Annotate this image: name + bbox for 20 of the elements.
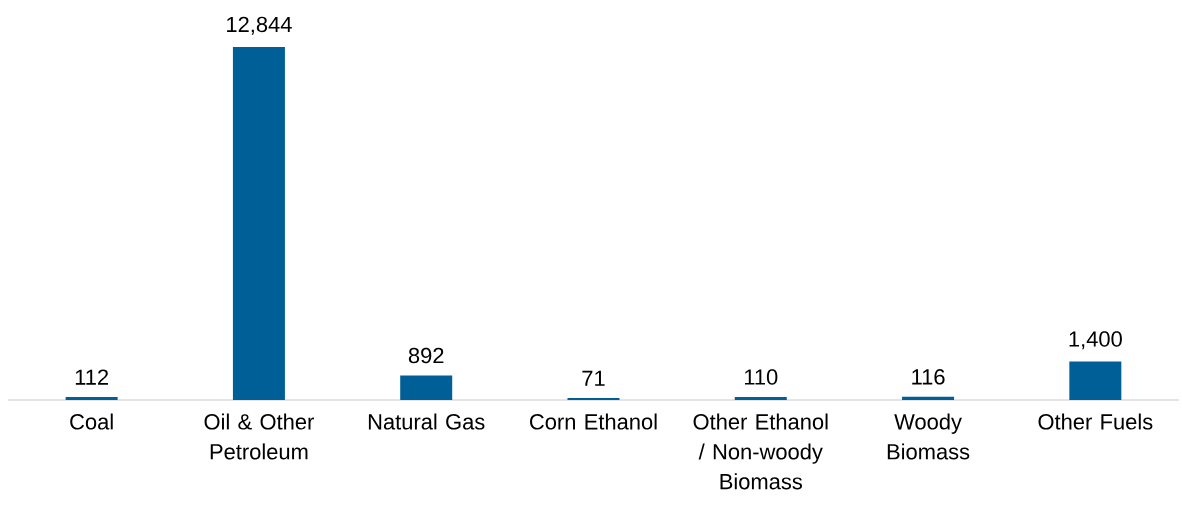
data-label: 112 [75,369,109,385]
bar [232,46,285,400]
bar [1069,361,1122,400]
data-label: 116 [912,369,945,385]
x-tick-label: Corn Ethanol [530,413,657,430]
data-label: 892 [408,347,444,364]
bar [734,396,787,400]
x-tick-label: Other Ethanol / Non-woody Biomass [693,413,828,490]
x-tick-label: Coal [70,413,113,430]
data-label: 71 [582,370,605,386]
data-label: 12,844 [227,16,292,35]
x-tick-label: Natural Gas [368,413,485,430]
bar [902,396,955,400]
data-label: 1,400 [1069,331,1122,350]
x-tick-label: Other Fuels [1038,413,1153,430]
bar [65,396,118,400]
data-label: 110 [744,369,778,385]
x-tick-label: Woody Biomass [887,413,970,460]
bar [400,375,453,400]
x-tick-label: Oil & Other Petroleum [204,413,314,460]
